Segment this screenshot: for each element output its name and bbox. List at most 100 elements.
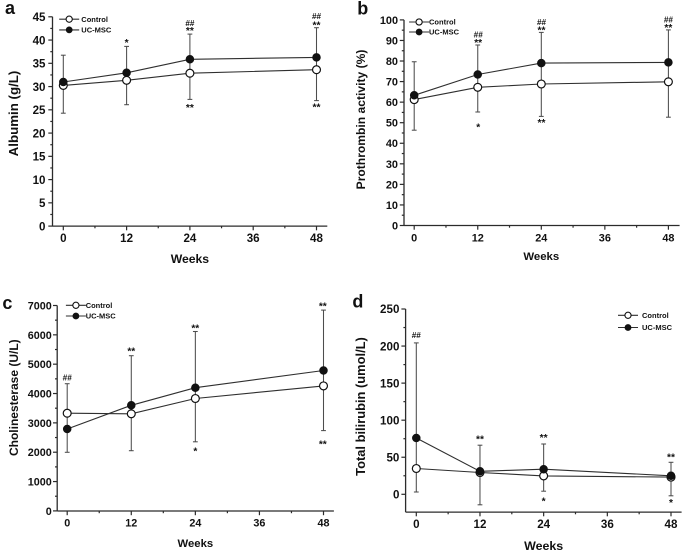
svg-text:3000: 3000 [28, 418, 52, 430]
svg-text:c: c [2, 293, 12, 313]
svg-text:10: 10 [386, 200, 398, 212]
svg-text:**: ** [319, 440, 327, 451]
svg-text:**: ** [667, 452, 675, 463]
svg-text:36: 36 [601, 518, 614, 531]
svg-text:25: 25 [33, 104, 46, 117]
svg-text:*: * [542, 497, 546, 508]
svg-text:36: 36 [247, 232, 260, 245]
svg-text:UC-MSC: UC-MSC [86, 312, 117, 321]
svg-text:Weeks: Weeks [523, 251, 559, 263]
svg-text:##: ## [664, 16, 674, 25]
svg-text:15: 15 [33, 151, 46, 164]
svg-text:##: ## [185, 19, 195, 28]
svg-text:12: 12 [474, 518, 487, 531]
svg-text:Total bilirubin (umol/L): Total bilirubin (umol/L) [353, 337, 368, 476]
svg-text:**: ** [186, 103, 194, 114]
svg-text:##: ## [312, 12, 322, 21]
svg-text:*: * [193, 447, 197, 458]
svg-text:5: 5 [39, 197, 46, 210]
svg-text:##: ## [412, 331, 422, 340]
svg-text:250: 250 [380, 303, 399, 316]
svg-text:**: ** [538, 25, 546, 36]
svg-text:6000: 6000 [28, 330, 52, 342]
svg-text:80: 80 [386, 56, 398, 68]
svg-text:60: 60 [386, 97, 398, 109]
svg-text:1000: 1000 [28, 476, 52, 488]
svg-text:a: a [5, 0, 16, 18]
svg-text:Control: Control [429, 18, 456, 27]
svg-text:Weeks: Weeks [524, 539, 563, 553]
svg-text:24: 24 [535, 232, 547, 244]
svg-text:0: 0 [392, 220, 398, 232]
svg-text:40: 40 [33, 34, 46, 47]
svg-text:24: 24 [537, 518, 550, 531]
svg-text:48: 48 [662, 232, 674, 244]
svg-text:##: ## [537, 18, 547, 27]
svg-text:*: * [125, 38, 129, 49]
svg-text:UC-MSC: UC-MSC [429, 28, 460, 37]
svg-text:0: 0 [60, 232, 66, 245]
svg-text:10: 10 [33, 174, 46, 187]
svg-text:*: * [476, 123, 480, 134]
svg-text:100: 100 [380, 414, 399, 427]
svg-text:48: 48 [665, 518, 678, 531]
svg-text:90: 90 [386, 35, 398, 47]
svg-text:**: ** [476, 434, 484, 445]
svg-text:12: 12 [120, 232, 133, 245]
svg-text:**: ** [313, 20, 321, 31]
svg-text:4000: 4000 [28, 388, 52, 400]
svg-text:Control: Control [81, 15, 108, 24]
svg-text:Weeks: Weeks [178, 538, 214, 550]
svg-text:2000: 2000 [28, 447, 52, 459]
svg-text:50: 50 [386, 451, 399, 464]
svg-text:b: b [357, 0, 368, 19]
svg-text:0: 0 [46, 506, 52, 518]
svg-text:0: 0 [413, 518, 419, 531]
svg-text:12: 12 [472, 232, 484, 244]
svg-text:**: ** [186, 26, 194, 37]
svg-text:200: 200 [380, 340, 399, 353]
svg-text:Weeks: Weeks [171, 252, 210, 266]
svg-text:**: ** [313, 103, 321, 114]
svg-text:24: 24 [189, 518, 201, 530]
svg-text:Control: Control [642, 311, 669, 320]
svg-text:30: 30 [386, 159, 398, 171]
svg-text:Prothrombin activity (%): Prothrombin activity (%) [354, 50, 368, 190]
svg-text:100: 100 [380, 15, 398, 27]
svg-text:**: ** [664, 23, 672, 34]
svg-text:48: 48 [317, 518, 329, 530]
svg-text:70: 70 [386, 77, 398, 89]
svg-text:150: 150 [380, 377, 399, 390]
svg-text:*: * [669, 498, 673, 509]
svg-text:**: ** [319, 302, 327, 313]
svg-text:**: ** [538, 118, 546, 129]
svg-text:20: 20 [386, 179, 398, 191]
svg-text:24: 24 [183, 232, 196, 245]
svg-text:0: 0 [393, 489, 399, 502]
svg-text:UC-MSC: UC-MSC [81, 26, 112, 35]
svg-text:35: 35 [33, 58, 46, 71]
svg-text:UC-MSC: UC-MSC [642, 323, 673, 332]
svg-text:0: 0 [39, 220, 45, 233]
svg-text:**: ** [474, 38, 482, 49]
svg-text:**: ** [191, 323, 199, 334]
svg-text:7000: 7000 [28, 300, 52, 312]
svg-text:30: 30 [33, 81, 46, 94]
svg-text:40: 40 [386, 138, 398, 150]
svg-text:**: ** [540, 433, 548, 444]
svg-text:12: 12 [125, 518, 137, 530]
svg-text:d: d [352, 291, 363, 311]
svg-text:45: 45 [33, 11, 46, 24]
svg-text:0: 0 [64, 518, 70, 530]
svg-text:50: 50 [386, 118, 398, 130]
svg-text:##: ## [63, 373, 73, 382]
svg-text:0: 0 [411, 232, 417, 244]
svg-text:36: 36 [599, 232, 611, 244]
svg-text:5000: 5000 [28, 359, 52, 371]
svg-text:20: 20 [33, 127, 46, 140]
svg-text:**: ** [127, 347, 135, 358]
svg-text:Control: Control [86, 301, 113, 310]
svg-text:48: 48 [310, 232, 323, 245]
svg-text:36: 36 [253, 518, 265, 530]
svg-text:Cholinesterase (U/L): Cholinesterase (U/L) [7, 339, 21, 456]
